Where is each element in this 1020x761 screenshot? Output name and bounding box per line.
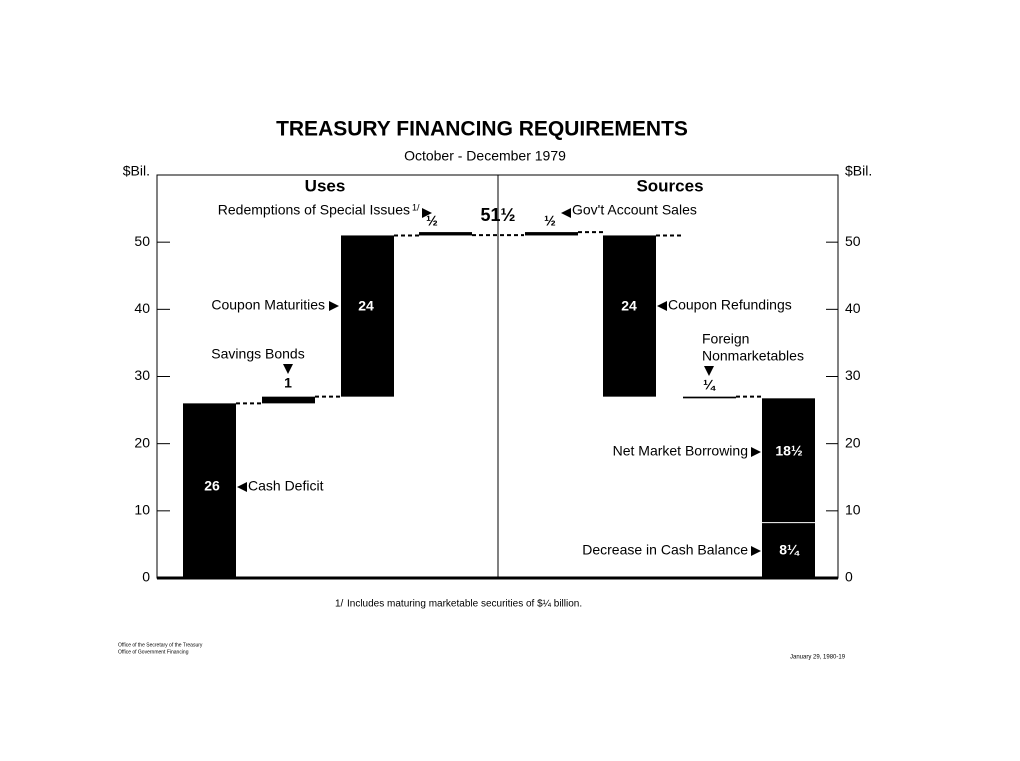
value-label: 1	[284, 375, 292, 391]
y2-tick-label: 30	[845, 367, 861, 383]
y-tick-label: 10	[134, 502, 150, 518]
item-label: Gov't Account Sales	[572, 202, 697, 218]
item-label: Cash Deficit	[248, 478, 324, 494]
item-label: Nonmarketables	[702, 348, 804, 364]
note-ref: 1/	[412, 202, 420, 212]
bar	[603, 235, 656, 397]
footer-right: January 29, 1980-19	[790, 655, 846, 661]
bar	[525, 232, 578, 236]
y-tick-label: 0	[142, 569, 150, 585]
bar	[262, 396, 315, 404]
y2-tick-label: 50	[845, 233, 861, 249]
pointer-arrow	[237, 482, 247, 492]
pointer-arrow	[329, 301, 339, 311]
bar	[762, 398, 815, 523]
item-label: Savings Bonds	[211, 346, 304, 362]
y2-tick-label: 10	[845, 502, 861, 518]
y2-tick-label: 40	[845, 300, 861, 316]
item-label: Redemptions of Special Issues	[218, 202, 410, 218]
value-label: 24	[621, 298, 637, 314]
value-label: 26	[204, 478, 220, 494]
footer-left: Office of the Secretary of the Treasury	[118, 642, 203, 648]
item-label: Foreign	[702, 331, 749, 347]
pointer-arrow	[751, 447, 761, 457]
bar	[183, 403, 236, 578]
pointer-arrow	[704, 366, 714, 376]
bar	[762, 522, 815, 578]
item-label: Coupon Maturities	[211, 297, 325, 313]
pointer-arrow	[751, 546, 761, 556]
value-label: 18½	[775, 443, 803, 459]
y-tick-label: 50	[134, 233, 150, 249]
chart-subtitle: October - December 1979	[404, 148, 566, 164]
value-label: ¼	[703, 377, 716, 393]
pointer-arrow	[657, 301, 667, 311]
value-label: ½	[544, 213, 556, 229]
value-label: 24	[358, 298, 374, 314]
value-label: ½	[426, 213, 438, 229]
item-label: Decrease in Cash Balance	[582, 542, 748, 558]
y2-tick-label: 0	[845, 569, 853, 585]
panel-title: Sources	[636, 176, 703, 195]
item-label: Net Market Borrowing	[613, 443, 748, 459]
y-tick-label: 20	[134, 434, 150, 450]
y2-axis-label: $Bil.	[845, 163, 872, 179]
item-label: Coupon Refundings	[668, 297, 792, 313]
pointer-arrow	[561, 208, 571, 218]
pointer-arrow	[422, 208, 432, 218]
chart-title: TREASURY FINANCING REQUIREMENTS	[276, 118, 688, 141]
y-tick-label: 40	[134, 300, 150, 316]
bar	[419, 232, 472, 236]
total-label: 51½	[480, 205, 515, 225]
value-label: 8¼	[779, 542, 800, 558]
bar	[341, 235, 394, 397]
pointer-arrow	[283, 364, 293, 374]
y2-tick-label: 20	[845, 434, 861, 450]
bar	[683, 396, 736, 399]
footnote-marker: 1/	[335, 599, 344, 610]
footnote: Includes maturing marketable securities …	[347, 598, 582, 610]
panel-title: Uses	[305, 176, 346, 195]
y-axis-label: $Bil.	[123, 163, 150, 179]
footer-left: Office of Government Financing	[118, 649, 189, 655]
y-tick-label: 30	[134, 367, 150, 383]
